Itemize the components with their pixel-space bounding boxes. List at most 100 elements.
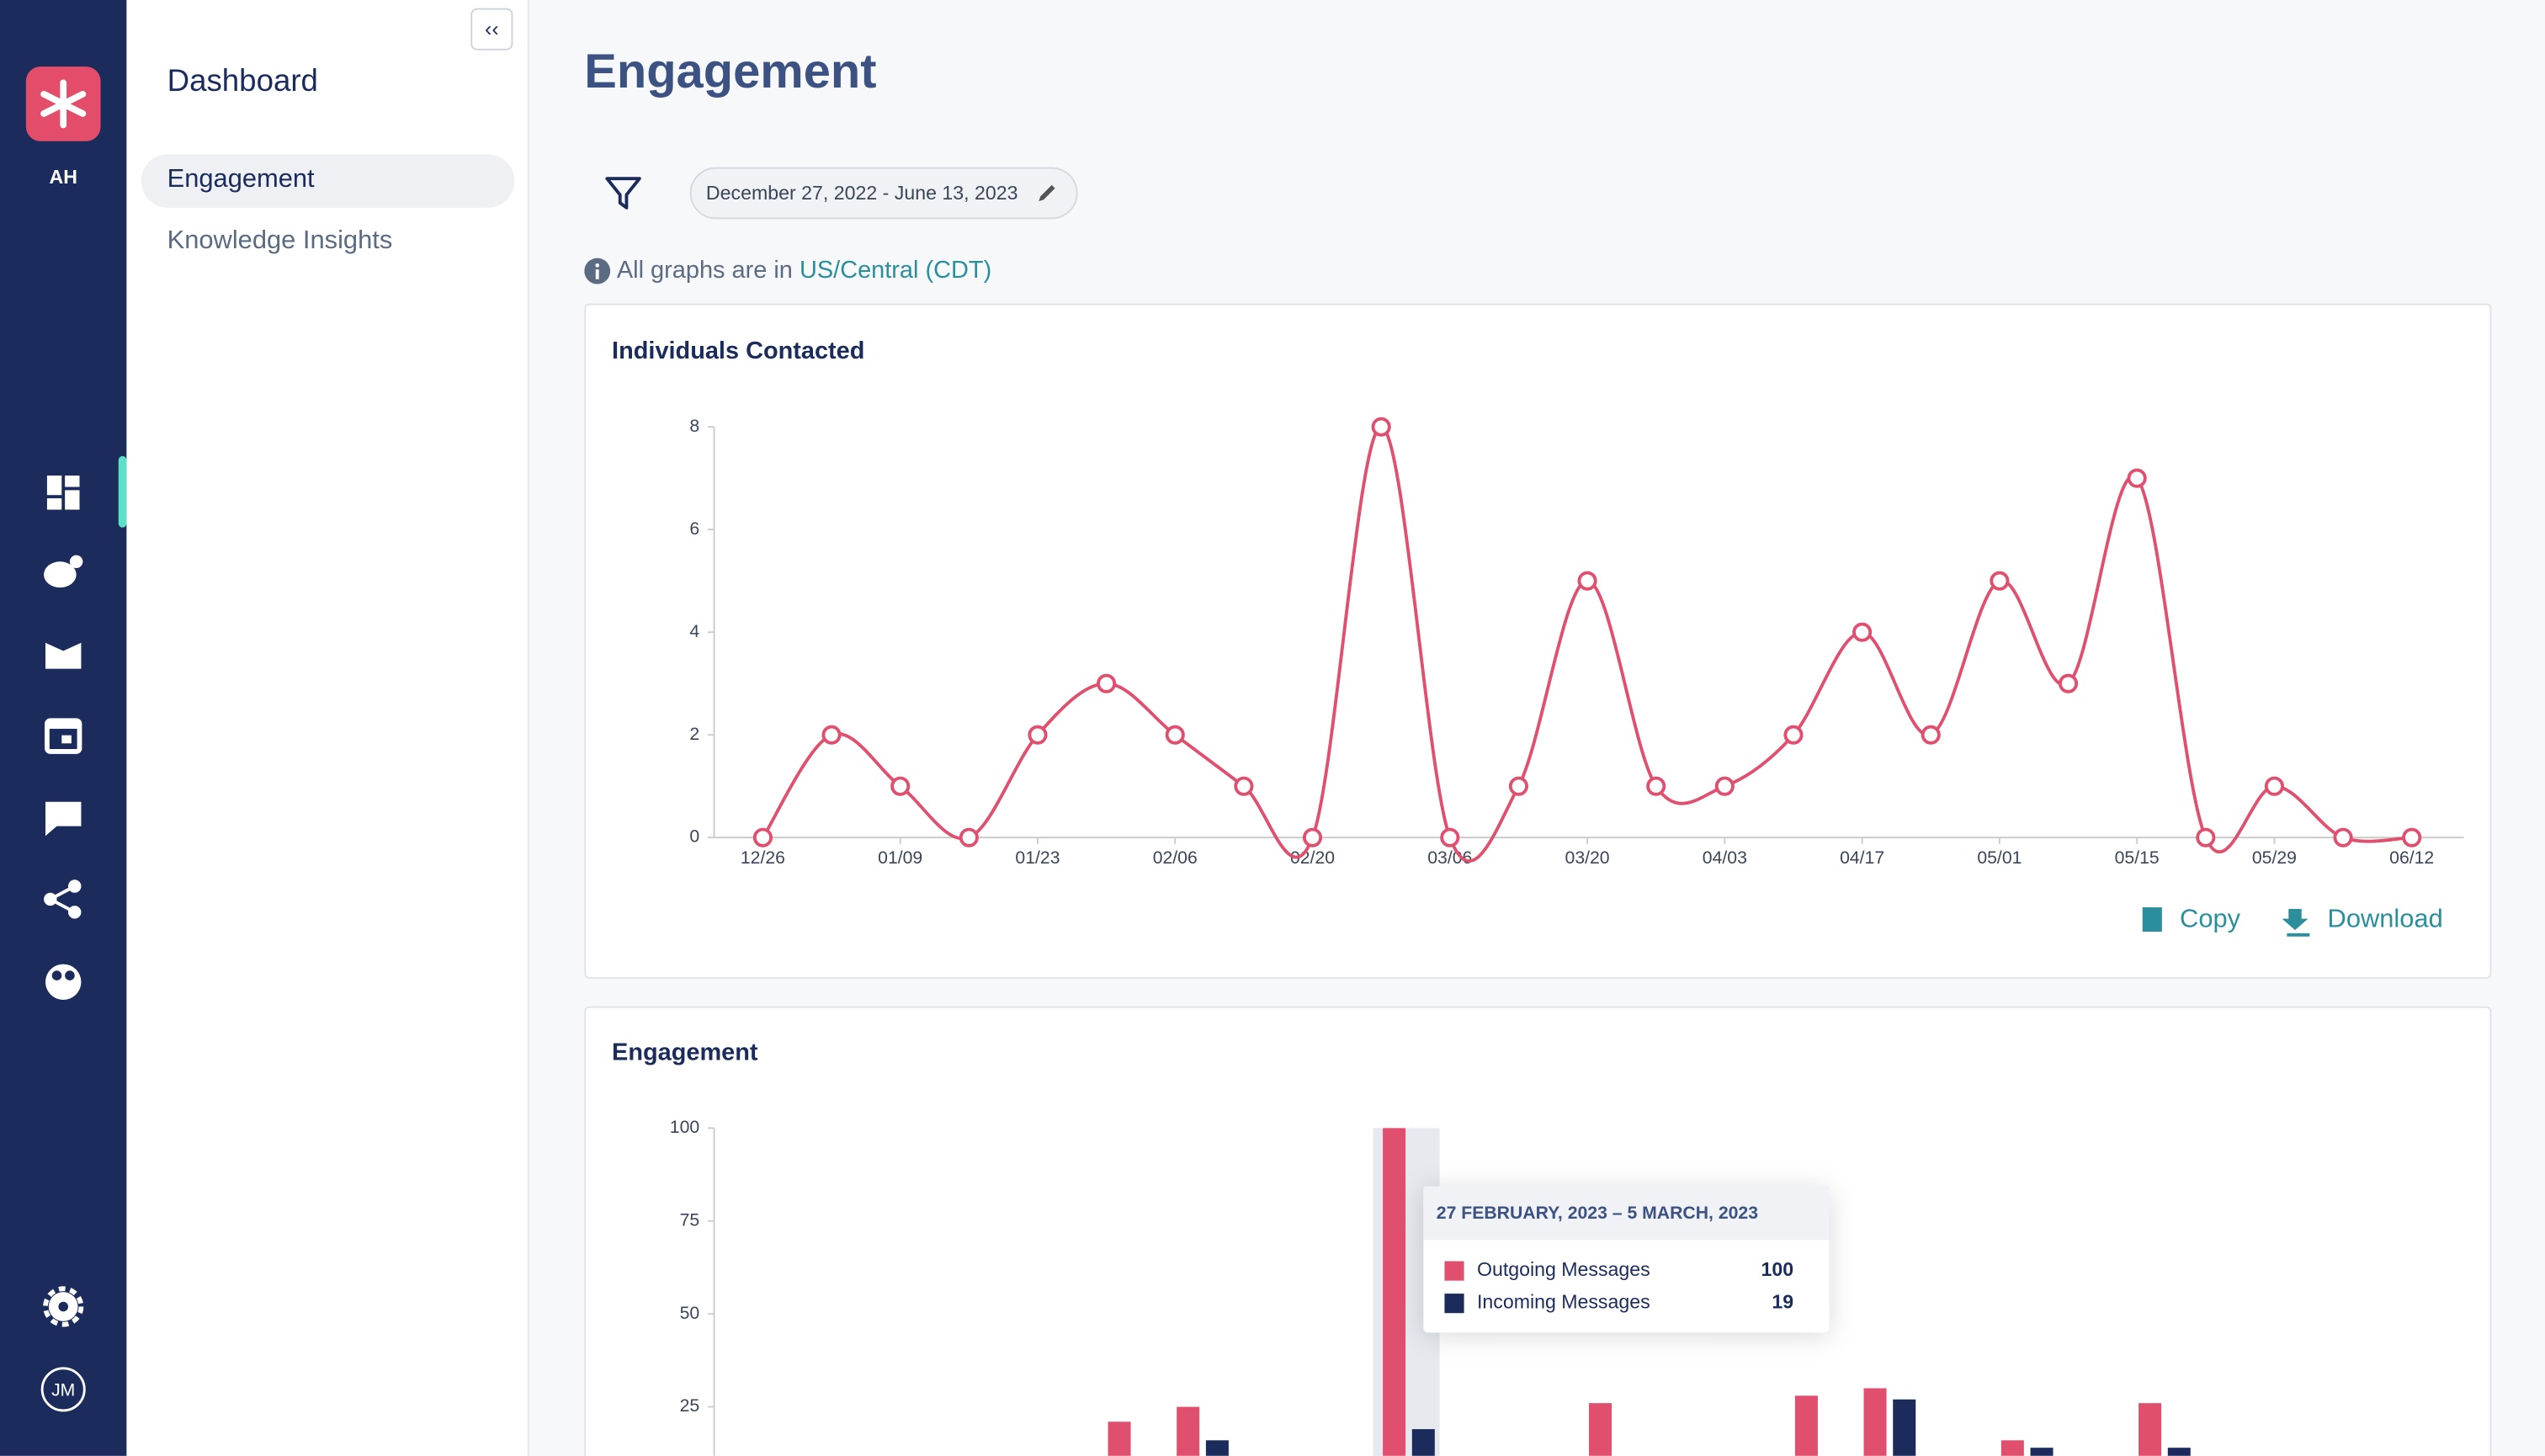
- tooltip-value: 19: [1772, 1291, 1793, 1313]
- copy-button[interactable]: Copy: [2180, 904, 2241, 933]
- collapse-button[interactable]: ‹‹: [470, 8, 513, 50]
- x-tick-label: 06/12: [2389, 848, 2434, 868]
- bar: [2139, 1403, 2162, 1456]
- y-tick-label: 75: [680, 1210, 700, 1230]
- x-tick-label: 03/06: [1427, 848, 1472, 868]
- bar: [1383, 1128, 1406, 1456]
- data-point: [2127, 468, 2147, 488]
- data-point: [821, 725, 842, 745]
- icon-rail: AH JM: [0, 0, 127, 1456]
- bar: [1205, 1440, 1229, 1456]
- logo[interactable]: [25, 66, 101, 141]
- timezone-note: All graphs are in US/Central (CDT): [617, 257, 991, 284]
- share-icon[interactable]: [44, 879, 82, 919]
- chart-title: Individuals Contacted: [612, 337, 864, 364]
- x-tick-label: 12/26: [741, 848, 785, 868]
- tooltip-header: [1423, 1186, 1830, 1241]
- chart-card: [584, 303, 2492, 979]
- line-series: [761, 425, 2412, 863]
- y-tick-label: 50: [680, 1304, 700, 1323]
- y-tick-label: 6: [689, 519, 699, 539]
- community-icon[interactable]: [45, 964, 82, 1000]
- download-icon[interactable]: [2282, 908, 2310, 937]
- data-point: [1646, 776, 1666, 796]
- data-point: [1508, 776, 1528, 796]
- data-point: [2196, 827, 2216, 848]
- chat-icon[interactable]: [45, 801, 82, 837]
- rail-icons: JM: [40, 476, 86, 1412]
- data-point: [2264, 776, 2284, 796]
- dashboard-icon[interactable]: [46, 476, 80, 510]
- bar: [1411, 1429, 1435, 1456]
- nav-title: Dashboard: [167, 65, 318, 99]
- x-tick-label: 01/09: [878, 848, 922, 868]
- org-initials: AH: [49, 165, 77, 189]
- nav-active-bg: [141, 154, 515, 208]
- page-title: Engagement: [584, 45, 877, 99]
- knowledge-icon[interactable]: [45, 642, 82, 669]
- data-point: [1783, 725, 1804, 745]
- copy-icon[interactable]: [2142, 907, 2162, 932]
- data-point: [2333, 827, 2353, 848]
- data-point: [1371, 417, 1391, 437]
- bar: [2030, 1448, 2054, 1456]
- data-point: [1990, 571, 2010, 591]
- edit-icon[interactable]: [1035, 182, 1058, 205]
- info-icon: [584, 258, 611, 284]
- x-tick-label: 05/29: [2252, 848, 2297, 868]
- y-tick-label: 2: [689, 725, 699, 744]
- x-tick-label: 05/01: [1977, 848, 2022, 868]
- legend-label: Outgoing Messages: [1477, 1258, 1650, 1280]
- user-avatar[interactable]: [40, 1367, 86, 1412]
- x-tick-label: 04/03: [1703, 848, 1747, 868]
- nav-item[interactable]: Engagement: [167, 165, 315, 194]
- filter-icon[interactable]: [603, 173, 642, 212]
- y-tick-label: 25: [680, 1396, 700, 1416]
- tooltip-value: 100: [1761, 1258, 1793, 1280]
- bar: [1794, 1395, 1818, 1456]
- date-range-pill[interactable]: December 27, 2022 - June 13, 2023: [689, 167, 1078, 220]
- data-point: [2058, 673, 2079, 693]
- data-point: [2402, 827, 2422, 848]
- data-point: [1028, 725, 1048, 745]
- calendar-icon[interactable]: [45, 718, 82, 754]
- active-indicator: [118, 455, 127, 528]
- data-point: [1097, 673, 1117, 693]
- download-button[interactable]: Download: [2328, 904, 2443, 933]
- bar: [1893, 1399, 1916, 1456]
- x-tick-label: 03/20: [1565, 848, 1610, 868]
- nav-item[interactable]: Knowledge Insights: [167, 226, 393, 255]
- bar: [1588, 1403, 1612, 1456]
- timezone-link[interactable]: US/Central (CDT): [799, 256, 992, 284]
- bar: [2167, 1448, 2191, 1456]
- legend-swatch: [1444, 1294, 1464, 1314]
- chart-title: Engagement: [612, 1039, 758, 1065]
- timezone-text: All graphs are in: [616, 256, 793, 284]
- data-point: [1440, 827, 1460, 848]
- nav-panel: ‹‹ Dashboard Engagement Knowledge Insigh…: [126, 0, 529, 1456]
- date-range: December 27, 2022 - June 13, 2023: [705, 181, 1018, 205]
- y-tick-label: 100: [670, 1118, 699, 1137]
- tooltip-title: 27 FEBRUARY, 2023 – 5 MARCH, 2023: [1437, 1204, 1758, 1223]
- bar: [1177, 1406, 1200, 1456]
- x-tick-label: 05/15: [2115, 848, 2160, 868]
- bar: [2000, 1440, 2024, 1456]
- data-point: [1577, 571, 1597, 591]
- bar: [1863, 1388, 1887, 1456]
- data-point: [1302, 827, 1323, 848]
- tooltip: 27 FEBRUARY, 2023 – 5 MARCH, 2023 Outgoin…: [1423, 1186, 1830, 1333]
- x-tick-label: 02/06: [1153, 848, 1198, 868]
- user-initials: JM: [51, 1380, 75, 1400]
- y-tick-label: 8: [689, 417, 699, 436]
- y-tick-label: 4: [689, 622, 699, 641]
- data-point: [752, 827, 773, 848]
- messages-icon[interactable]: [44, 555, 83, 588]
- data-point: [1714, 776, 1735, 796]
- data-point: [959, 827, 979, 848]
- data-point: [890, 776, 911, 796]
- x-tick-label: 02/20: [1290, 848, 1335, 868]
- data-point: [1165, 725, 1185, 745]
- data-point: [1921, 725, 1941, 745]
